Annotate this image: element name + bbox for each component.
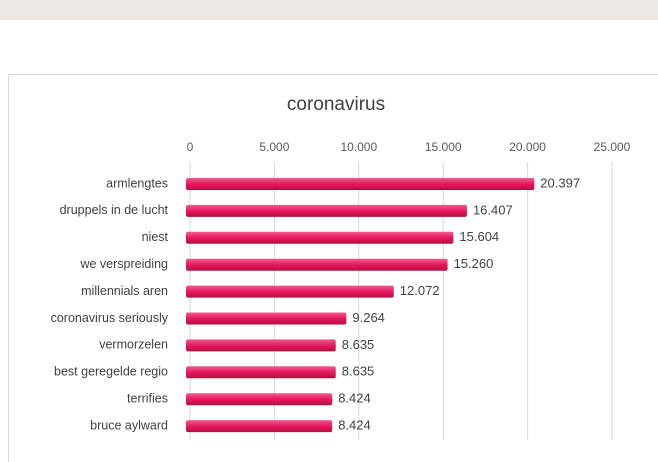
x-tick-label: 25.000 xyxy=(594,140,631,154)
bar xyxy=(186,231,454,244)
bar xyxy=(186,420,333,433)
value-label: 12.072 xyxy=(400,283,440,298)
bar xyxy=(186,285,394,298)
bar xyxy=(186,339,336,352)
x-tick-label: 0 xyxy=(187,140,194,154)
bar xyxy=(186,393,333,406)
category-label: vermorzelen xyxy=(99,338,168,352)
value-label: 8.424 xyxy=(338,391,371,406)
value-label: 16.407 xyxy=(473,202,513,217)
value-label: 20.397 xyxy=(540,175,580,190)
value-label: 8.635 xyxy=(342,337,375,352)
x-tick-label: 5.000 xyxy=(259,140,289,154)
category-label: bruce aylward xyxy=(90,418,168,432)
bar xyxy=(186,366,336,379)
category-label: we verspreiding xyxy=(79,257,168,271)
value-label: 15.604 xyxy=(459,229,499,244)
bar xyxy=(186,178,535,190)
value-label: 8.635 xyxy=(342,364,375,379)
category-label: millennials aren xyxy=(81,284,168,298)
value-label: 15.260 xyxy=(454,256,494,271)
category-label: armlengtes xyxy=(106,176,168,190)
value-label: 8.424 xyxy=(338,418,371,433)
category-label: druppels in de lucht xyxy=(60,203,169,217)
x-tick-label: 15.000 xyxy=(425,140,462,154)
bar xyxy=(186,204,467,217)
category-label: best geregelde regio xyxy=(54,365,168,379)
bar xyxy=(186,258,448,271)
bar xyxy=(186,312,347,325)
category-label: coronavirus seriously xyxy=(51,311,169,325)
value-label: 9.264 xyxy=(352,310,385,325)
top-bar xyxy=(0,0,658,20)
x-tick-label: 10.000 xyxy=(340,140,377,154)
x-tick-label: 20.000 xyxy=(509,140,546,154)
category-label: niest xyxy=(142,230,169,244)
category-label: terrifies xyxy=(127,391,168,405)
chart-title: coronavirus xyxy=(287,94,385,115)
